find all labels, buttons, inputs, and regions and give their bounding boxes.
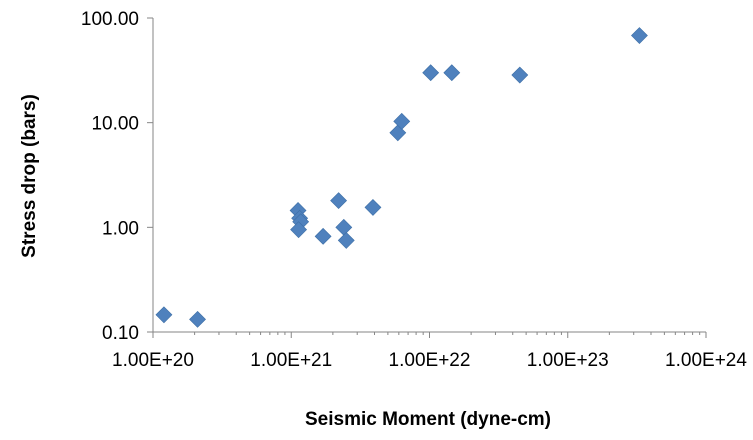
y-tick-label: 100.00 xyxy=(81,9,139,30)
ticks xyxy=(147,17,707,338)
x-axis-title: Seismic Moment (dyne-cm) xyxy=(305,409,551,430)
y-axis-title: Stress drop (bars) xyxy=(19,94,40,258)
data-point xyxy=(422,64,440,82)
data-point xyxy=(330,192,348,210)
x-tick-label: 1.00E+21 xyxy=(250,350,332,371)
data-points xyxy=(155,27,648,328)
y-tick-label: 10.00 xyxy=(91,114,139,135)
x-tick-label: 1.00E+20 xyxy=(112,350,194,371)
x-tick-label: 1.00E+23 xyxy=(527,350,609,371)
data-point xyxy=(337,231,355,249)
data-point xyxy=(393,112,411,130)
data-point xyxy=(364,198,382,216)
y-tick-label: 1.00 xyxy=(102,218,139,239)
y-tick-label: 0.10 xyxy=(102,323,139,344)
data-point xyxy=(290,221,308,239)
axes xyxy=(152,18,706,333)
data-point xyxy=(511,66,529,84)
data-point xyxy=(155,306,173,324)
data-point xyxy=(314,227,332,245)
data-point xyxy=(189,310,206,328)
data-point xyxy=(335,218,353,236)
tick-labels: 0.10 1.00 10.00 100.00 1.00E+20 1.00E+21 1.00E… xyxy=(81,9,747,371)
data-point xyxy=(443,64,461,82)
x-tick-label: 1.00E+22 xyxy=(389,350,471,371)
data-point xyxy=(631,27,648,44)
x-tick-label: 1.00E+24 xyxy=(665,350,747,371)
